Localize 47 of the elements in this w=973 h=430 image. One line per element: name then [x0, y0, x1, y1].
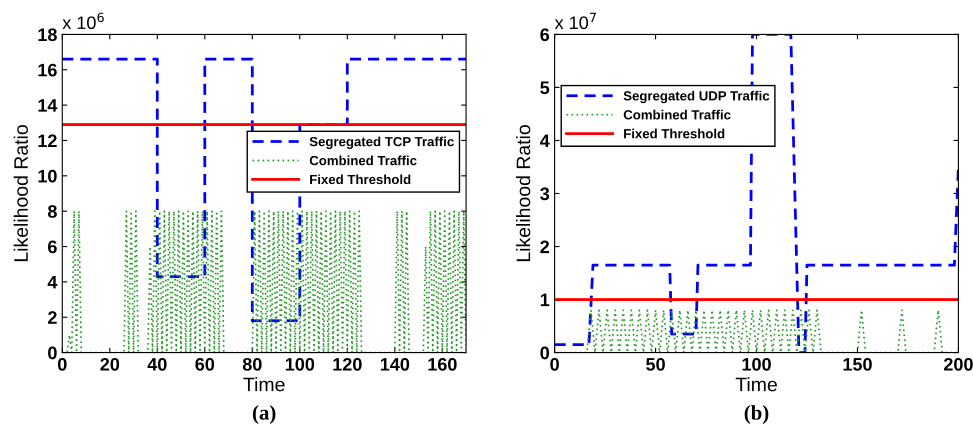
- y-tick-label: 1: [540, 294, 550, 306]
- y-tick-label: 16: [38, 64, 57, 76]
- legend-label: Fixed Threshold: [310, 174, 410, 184]
- legend-label: Combined Traffic: [624, 110, 731, 120]
- x-tick-label: 0: [58, 358, 67, 371]
- y-tick-label: 2: [540, 240, 550, 254]
- x-tick-label: 120: [333, 358, 362, 371]
- x-tick-label: 200: [944, 358, 973, 371]
- x-tick-label: 100: [742, 358, 771, 371]
- y-tick-label: 0: [540, 346, 550, 360]
- x-tick-label: 40: [148, 358, 167, 371]
- x-axis-title: Time: [736, 377, 777, 392]
- legend-label: Fixed Threshold: [624, 128, 724, 138]
- y-tick-label: 6: [540, 28, 550, 42]
- x-tick-label: 100: [286, 358, 314, 371]
- y-axis-title: Likelihood Ratio: [14, 125, 28, 262]
- legend-label: Segregated UDP Traffic: [624, 90, 770, 104]
- legend-label: Combined Traffic: [310, 156, 417, 166]
- x-axis-title: Time: [243, 377, 285, 392]
- x-tick-label: 0: [550, 358, 559, 371]
- text: (a): [252, 405, 276, 424]
- y-tick-label: 2: [48, 311, 57, 324]
- text: x 10$^{6}$: [62, 12, 104, 30]
- y-tick-label: 6: [48, 240, 57, 254]
- y-tick-label: 3: [540, 187, 550, 200]
- text: (b): [744, 405, 768, 424]
- x-tick-label: 50: [646, 358, 665, 371]
- y-tick-label: 10: [38, 170, 57, 183]
- y-tick-label: 18: [38, 28, 57, 42]
- y-tick-label: 4: [48, 276, 58, 288]
- y-tick-label: 0: [48, 346, 57, 360]
- line-series: [62, 58, 466, 322]
- text: x 10$^{7}$: [554, 12, 596, 30]
- y-tick-label: 14: [38, 99, 58, 112]
- line-series: [554, 34, 958, 353]
- x-tick-label: 150: [844, 358, 872, 371]
- x-tick-label: 160: [428, 358, 457, 371]
- x-tick-label: 140: [380, 358, 410, 371]
- legend-label: Segregated TCP Traffic: [310, 136, 454, 149]
- y-tick-label: 8: [48, 205, 57, 218]
- x-tick-label: 20: [100, 358, 120, 371]
- x-tick-label: 60: [195, 358, 214, 371]
- x-tick-label: 80: [242, 358, 262, 371]
- y-tick-label: 4: [540, 134, 550, 148]
- y-axis-title: Likelihood Ratio: [516, 125, 530, 262]
- y-tick-label: 12: [38, 134, 57, 148]
- y-tick-label: 5: [540, 82, 550, 94]
